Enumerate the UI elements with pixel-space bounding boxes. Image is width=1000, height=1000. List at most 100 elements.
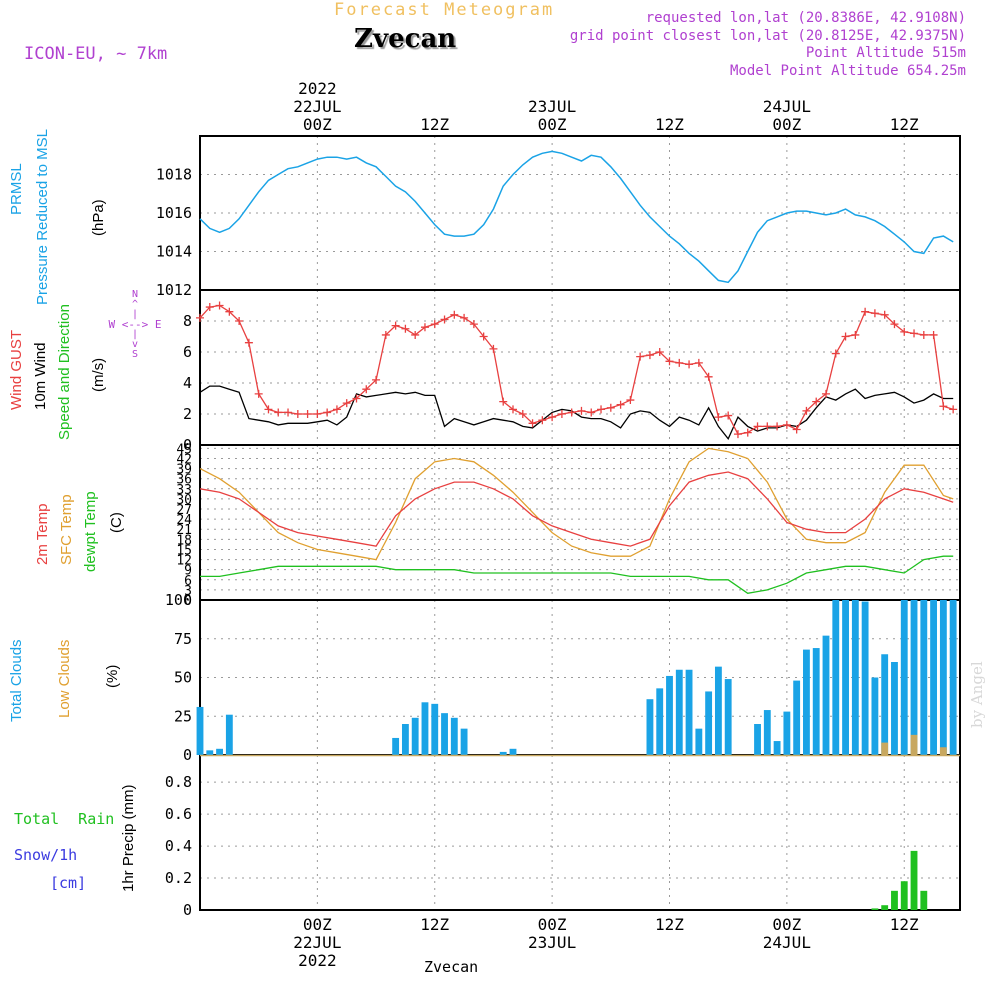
- gust-marker: [225, 307, 234, 316]
- total-cloud-bar: [675, 669, 683, 755]
- total-cloud-bar: [793, 680, 801, 755]
- y-tick-label: 1018: [156, 166, 192, 184]
- panel-frame: [199, 754, 961, 911]
- gust-marker: [665, 357, 674, 366]
- total-cloud-bar: [714, 666, 722, 755]
- gust-marker: [587, 408, 596, 417]
- gust-marker: [812, 397, 821, 406]
- y-tick-label: 3: [184, 584, 192, 599]
- compass-n-stem: |: [131, 309, 139, 320]
- gust-marker: [724, 411, 733, 420]
- time-label-bottom: 23JUL: [528, 933, 576, 952]
- y-tick-label: 39: [176, 463, 192, 478]
- time-label-top: 00Z: [538, 115, 567, 134]
- rain-bar: [900, 881, 908, 910]
- gust-marker: [469, 320, 478, 329]
- rain-bar: [910, 850, 918, 910]
- compass-n: N: [131, 289, 139, 300]
- gust-marker: [597, 405, 606, 414]
- gust-marker: [645, 351, 654, 360]
- y-tick-label: 6: [184, 574, 192, 589]
- total-cloud-bar: [441, 713, 448, 755]
- gust-marker: [773, 422, 782, 431]
- gust-marker: [274, 408, 283, 417]
- gust-marker: [694, 358, 703, 367]
- gust-marker: [880, 310, 889, 319]
- gust-line: [199, 304, 954, 435]
- total-cloud-bar: [656, 688, 664, 755]
- gust-marker: [401, 324, 410, 333]
- total-cloud-bar: [871, 677, 879, 755]
- gust-marker: [910, 329, 919, 338]
- y-tick-label: 1012: [156, 281, 192, 299]
- requested-coords: requested lon,lat (20.8386E, 42.9108N): [645, 10, 966, 26]
- total-cloud-bar: [861, 601, 869, 755]
- time-label-bottom: 2022: [298, 951, 337, 970]
- time-label-bottom: 12Z: [655, 915, 684, 934]
- time-label-bottom: 00Z: [303, 915, 332, 934]
- gust-marker: [420, 323, 429, 332]
- total-cloud-bar: [763, 710, 771, 755]
- gust-marker: [929, 330, 938, 339]
- gust-marker: [381, 330, 390, 339]
- gust-marker: [753, 422, 762, 431]
- time-label-bottom: 24JUL: [763, 933, 811, 952]
- time-label-bottom: 12Z: [420, 915, 449, 934]
- gust-marker: [508, 405, 517, 414]
- y-tick-label: 36: [176, 473, 192, 488]
- gust-marker: [205, 303, 214, 312]
- total-cloud-bar: [411, 717, 419, 755]
- low-cloud-bar: [881, 742, 889, 755]
- y-tick-label: 18: [176, 533, 192, 548]
- gust-marker: [577, 406, 586, 415]
- gust-marker: [460, 313, 469, 322]
- gust-marker: [411, 330, 420, 339]
- gust-marker: [890, 320, 899, 329]
- total-cloud-bar: [881, 654, 889, 755]
- y-tick-label: 33: [176, 483, 192, 498]
- rain-bar: [871, 908, 879, 910]
- total-cloud-bar: [754, 724, 761, 755]
- gust-marker: [606, 403, 615, 412]
- rain-label: Total Rain: [14, 810, 115, 828]
- gust-marker: [870, 309, 879, 318]
- y-tick-label: 45: [176, 442, 192, 457]
- compass-s-stem: |: [131, 329, 139, 340]
- gust-marker: [626, 396, 635, 405]
- gust-marker: [391, 321, 400, 330]
- dewpoint-line: [200, 555, 954, 594]
- time-label-bottom: 22JUL: [293, 933, 341, 952]
- time-label-top: 12Z: [420, 115, 449, 134]
- total-cloud-bar: [431, 703, 439, 755]
- total-cloud-bar: [421, 702, 429, 755]
- gust-marker: [196, 313, 204, 322]
- y-tick-label: 24: [176, 513, 192, 528]
- gust-marker: [430, 320, 439, 329]
- total-cloud-bar: [216, 748, 223, 755]
- y-tick-label: 0.8: [165, 773, 192, 791]
- gust-marker: [557, 410, 566, 418]
- y-tick-label: 15: [176, 543, 192, 558]
- y-tick-label: 50: [174, 669, 192, 687]
- y-tick-label: 27: [176, 503, 192, 518]
- pressure-line: [199, 150, 954, 284]
- y-tick-label: 1014: [156, 243, 192, 261]
- gust-marker: [802, 406, 811, 415]
- gust-marker: [743, 428, 752, 437]
- total-cloud-bar: [460, 728, 468, 755]
- total-cloud-bar: [499, 751, 507, 755]
- gust-marker: [900, 327, 909, 336]
- total-cloud-bar: [803, 649, 810, 755]
- time-label-top: 2022: [298, 79, 337, 98]
- y-tick-label: 0: [183, 746, 192, 764]
- gust-marker: [714, 413, 723, 422]
- gust-marker: [313, 410, 322, 418]
- low-cloud-bar: [939, 747, 947, 755]
- total-cloud-bar: [724, 679, 732, 755]
- y-tick-label: 12: [176, 554, 192, 569]
- gust-marker: [528, 419, 537, 428]
- compass-s-arrow: v: [131, 339, 139, 350]
- y-tick-label: 30: [176, 493, 192, 508]
- total-cloud-bar: [949, 600, 957, 755]
